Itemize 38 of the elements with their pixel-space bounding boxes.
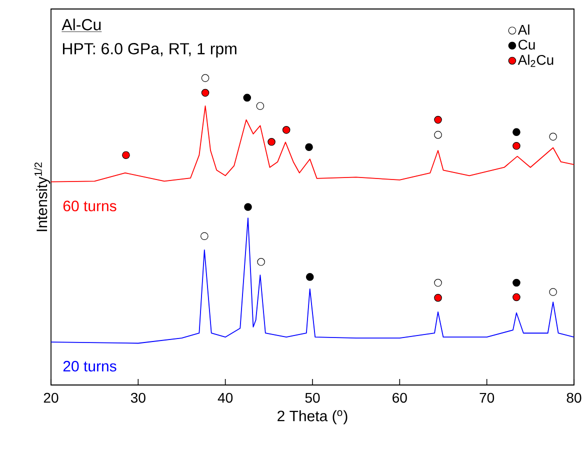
point xyxy=(549,132,557,141)
point xyxy=(243,94,252,102)
series-label: 20 turns xyxy=(63,360,116,372)
x-axis-title: 2 Theta ($^{o}$) xyxy=(278,410,348,424)
point xyxy=(434,116,442,124)
text: Al-Cu xyxy=(62,18,101,30)
x-tick-label: 50 xyxy=(305,392,320,403)
x-tick-label: 80 xyxy=(566,392,582,403)
point xyxy=(512,278,520,287)
point xyxy=(256,102,264,110)
point xyxy=(257,258,265,266)
point xyxy=(122,151,130,159)
point xyxy=(434,294,442,302)
point xyxy=(512,293,520,302)
text: HPT: 6.0 GPa, RT, 1 rpm xyxy=(62,43,236,58)
legend-label: Al xyxy=(518,24,530,35)
point xyxy=(201,74,210,82)
x-tick-label: 20 xyxy=(44,392,58,403)
x-tick-label: 30 xyxy=(130,392,146,403)
point xyxy=(434,278,442,287)
point xyxy=(305,143,313,152)
legend-label: Al$_{2}$Cu xyxy=(518,54,554,67)
point xyxy=(549,288,557,296)
legend-label: Cu xyxy=(518,40,535,50)
x-tick-label: 70 xyxy=(480,392,494,403)
point xyxy=(268,138,276,146)
series-label: 60 turns xyxy=(63,200,116,212)
point xyxy=(200,232,208,240)
x-tick-label: 60 xyxy=(392,392,407,403)
point xyxy=(201,88,210,97)
y-axis-title: Intensity$^{1/2}$ xyxy=(34,162,50,232)
x-tick-label: 40 xyxy=(218,392,233,403)
point xyxy=(512,128,520,136)
point xyxy=(244,203,252,211)
point xyxy=(512,142,520,150)
point xyxy=(434,130,442,139)
point xyxy=(306,273,314,281)
point xyxy=(282,126,290,134)
